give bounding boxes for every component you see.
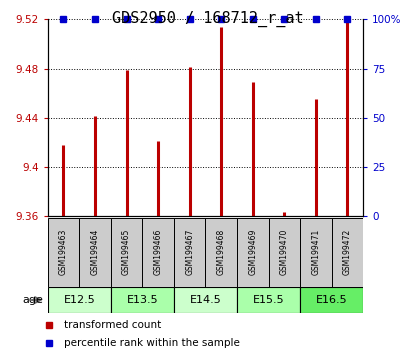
Text: GSM199463: GSM199463 (59, 229, 68, 275)
Text: GSM199464: GSM199464 (90, 229, 100, 275)
Text: transformed count: transformed count (64, 320, 161, 331)
Text: E16.5: E16.5 (316, 295, 347, 305)
Bar (174, 287, 237, 313)
Text: GSM199468: GSM199468 (217, 229, 226, 275)
Text: E15.5: E15.5 (253, 295, 284, 305)
Bar (300, 218, 332, 287)
Bar (332, 218, 363, 287)
Text: GSM199472: GSM199472 (343, 229, 352, 275)
Text: percentile rank within the sample: percentile rank within the sample (64, 338, 239, 348)
Text: GSM199469: GSM199469 (248, 229, 257, 275)
Text: E12.5: E12.5 (63, 295, 95, 305)
Bar (300, 287, 363, 313)
Bar (237, 218, 269, 287)
Bar (48, 218, 79, 287)
Bar (237, 287, 300, 313)
Bar (111, 287, 174, 313)
Bar (205, 218, 237, 287)
Text: GSM199466: GSM199466 (154, 229, 163, 275)
Bar (48, 287, 111, 313)
Text: E14.5: E14.5 (190, 295, 221, 305)
Bar (111, 218, 142, 287)
Text: GSM199465: GSM199465 (122, 229, 131, 275)
Bar (174, 218, 205, 287)
Text: age: age (23, 295, 44, 305)
Text: GSM199470: GSM199470 (280, 229, 289, 275)
Bar (142, 218, 174, 287)
Text: E13.5: E13.5 (127, 295, 158, 305)
Text: GSM199471: GSM199471 (311, 229, 320, 275)
Text: GSM199467: GSM199467 (185, 229, 194, 275)
Bar (269, 218, 300, 287)
Bar (79, 218, 111, 287)
Text: GDS2950 / 168712_r_at: GDS2950 / 168712_r_at (112, 11, 303, 27)
